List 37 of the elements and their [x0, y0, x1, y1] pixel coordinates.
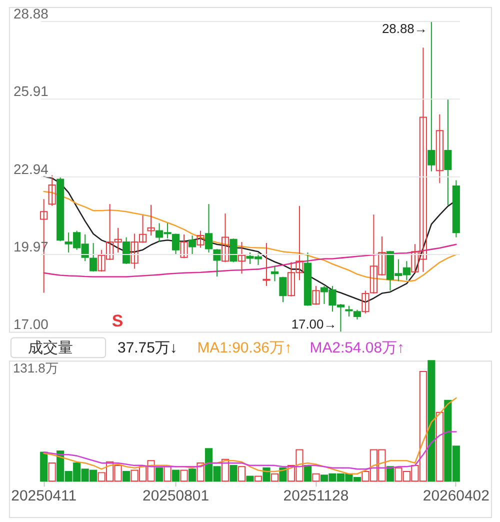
x-tick-label: 20250411 — [11, 488, 77, 505]
bar — [238, 466, 246, 482]
bar — [262, 467, 270, 482]
y-tick-label: 28.88 — [13, 5, 49, 22]
bar — [40, 452, 48, 482]
bar — [312, 473, 320, 482]
bar — [230, 464, 238, 482]
bar — [196, 462, 204, 482]
bar — [246, 476, 254, 482]
bar — [164, 466, 172, 482]
bar — [428, 360, 436, 482]
x-tick-label: 20251128 — [283, 488, 349, 505]
bar — [304, 464, 312, 482]
chart-title: 成交量 — [28, 340, 73, 357]
bar — [436, 412, 444, 482]
annotation: S — [112, 312, 124, 331]
text: 37.75万↓ — [118, 340, 178, 357]
bar — [270, 473, 279, 482]
bar — [172, 470, 180, 482]
bar — [155, 467, 164, 482]
bar — [180, 470, 188, 482]
annotation: 131.8万 — [12, 360, 58, 376]
y-tick-label: 22.94 — [13, 160, 49, 177]
text: MA2:54.08万↑ — [310, 340, 404, 357]
bar — [386, 466, 394, 482]
annotation: 17.00→ — [291, 316, 337, 332]
bar — [188, 468, 196, 482]
x-tick-label: 20260402 — [422, 488, 490, 505]
bar — [122, 470, 130, 482]
y-tick-label: 25.91 — [13, 83, 49, 100]
text: MA1:90.36万↑ — [197, 340, 292, 357]
bar — [48, 462, 56, 482]
annotation: 28.88→ — [382, 20, 428, 36]
y-tick-label: 17.00 — [13, 316, 49, 332]
x-tick-label: 20250801 — [142, 488, 210, 505]
bar — [221, 458, 230, 482]
bar — [254, 476, 262, 482]
